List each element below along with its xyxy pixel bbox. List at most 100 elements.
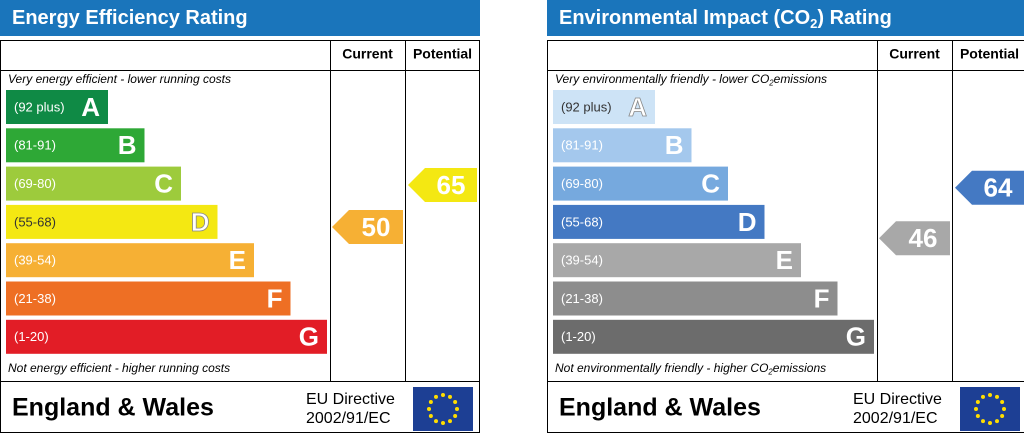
flag-star xyxy=(974,407,978,411)
flag-star xyxy=(995,419,999,424)
rating-band xyxy=(6,128,145,163)
band-letter: C xyxy=(154,168,173,198)
flag-star xyxy=(448,394,452,399)
footer-directive: EU Directive xyxy=(306,391,395,408)
rating-arrow xyxy=(955,170,1024,205)
flag-star xyxy=(981,394,985,399)
flag-star xyxy=(975,400,980,404)
rating-value: 64 xyxy=(984,173,1013,203)
title-bar xyxy=(0,0,480,36)
band-letter: D xyxy=(738,207,757,237)
subscript: 2 xyxy=(810,16,817,31)
band-range: (21-38) xyxy=(14,291,56,306)
rating-value: 50 xyxy=(362,212,391,242)
band-range: (39-54) xyxy=(14,253,56,268)
panel-title: Environmental Impact (CO2) Rating xyxy=(559,7,892,31)
band-letter: B xyxy=(665,130,684,160)
rating-band xyxy=(6,90,108,124)
band-letter: G xyxy=(299,322,319,352)
flag-star xyxy=(434,394,438,399)
footer-directive: 2002/91/EC xyxy=(306,410,391,427)
band-range: (39-54) xyxy=(561,253,603,268)
footer-region: England & Wales xyxy=(12,394,214,422)
subscript: 2 xyxy=(768,79,774,88)
flag-star xyxy=(988,421,992,425)
epc-panel: Environmental Impact (CO2) RatingCurrent… xyxy=(547,0,1024,433)
band-letter: E xyxy=(229,245,246,275)
rating-band xyxy=(6,166,181,201)
band-range: (69-80) xyxy=(14,176,56,191)
footer-region: England & Wales xyxy=(559,394,761,422)
flag-star xyxy=(441,393,445,397)
flag-star xyxy=(981,419,985,424)
text-part: Environmental Impact (CO xyxy=(559,7,810,29)
rating-band xyxy=(553,128,692,163)
subscript: 2 xyxy=(767,368,773,377)
column-header: Potential xyxy=(413,46,472,62)
text-part: Not environmentally friendly - higher CO xyxy=(555,361,768,375)
flag-star xyxy=(1002,407,1006,411)
bottom-note: Not energy efficient - higher running co… xyxy=(8,361,230,375)
band-range: (92 plus) xyxy=(561,99,612,114)
text-part: Very energy efficient - lower running co… xyxy=(8,72,231,86)
band-range: (55-68) xyxy=(14,214,56,229)
rating-arrow xyxy=(408,168,477,202)
band-letter: A xyxy=(81,92,100,122)
flag-star xyxy=(1000,400,1005,404)
footer-directive: 2002/91/EC xyxy=(853,410,938,427)
band-letter: C xyxy=(701,168,720,198)
flag-star xyxy=(975,414,980,418)
flag-star xyxy=(428,414,433,418)
text-part: Very environmentally friendly - lower CO xyxy=(555,72,769,86)
rating-value: 65 xyxy=(437,170,466,200)
flag-star xyxy=(455,407,459,411)
text-part: Not energy efficient - higher running co… xyxy=(8,361,230,375)
flag-star xyxy=(988,393,992,397)
rating-band xyxy=(553,319,874,354)
flag-star xyxy=(1000,414,1005,418)
column-header: Current xyxy=(889,46,940,62)
flag-star xyxy=(453,400,458,404)
rating-band xyxy=(553,90,655,124)
column-header: Current xyxy=(342,46,393,62)
text-part: ) Rating xyxy=(817,7,891,29)
bottom-note: Not environmentally friendly - higher CO… xyxy=(555,361,826,376)
band-letter: F xyxy=(814,283,830,313)
rating-band xyxy=(553,243,801,278)
band-range: (92 plus) xyxy=(14,99,65,114)
rating-band xyxy=(553,281,838,316)
band-range: (21-38) xyxy=(561,291,603,306)
band-range: (81-91) xyxy=(14,138,56,153)
rating-band xyxy=(6,319,327,354)
band-range: (1-20) xyxy=(14,329,49,344)
flag-star xyxy=(434,419,438,424)
epc-panel: Energy Efficiency Rating Current Potential… xyxy=(0,0,480,433)
band-letter: D xyxy=(191,207,210,237)
title-bar xyxy=(547,0,1024,36)
band-range: (55-68) xyxy=(561,214,603,229)
text-part: Energy Efficiency Rating xyxy=(12,7,248,29)
rating-band xyxy=(6,281,291,316)
band-letter: B xyxy=(118,130,137,160)
flag-star xyxy=(448,419,452,424)
panel-title: Energy Efficiency Rating xyxy=(12,7,248,29)
text-part: emissions xyxy=(773,361,826,375)
column-header: Potential xyxy=(960,46,1019,62)
band-letter: G xyxy=(846,322,866,352)
flag-star xyxy=(427,407,431,411)
rating-band xyxy=(553,204,765,239)
rating-arrow xyxy=(332,210,403,244)
rating-band xyxy=(6,204,218,239)
band-letter: E xyxy=(776,245,793,275)
band-range: (81-91) xyxy=(561,138,603,153)
band-range: (1-20) xyxy=(561,329,596,344)
band-letter: F xyxy=(267,283,283,313)
band-range: (69-80) xyxy=(561,176,603,191)
footer-directive: EU Directive xyxy=(853,391,942,408)
flag-star xyxy=(441,421,445,425)
text-part: emissions xyxy=(774,72,827,86)
rating-arrow xyxy=(879,221,950,256)
rating-band xyxy=(6,243,254,278)
flag-star xyxy=(453,414,458,418)
